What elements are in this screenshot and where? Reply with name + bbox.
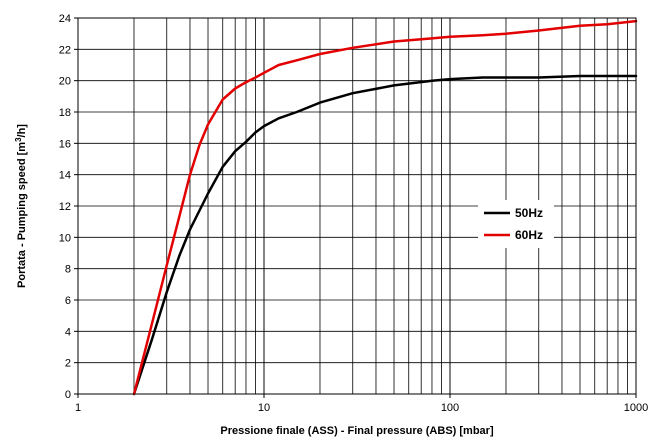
y-tick-label: 4	[65, 326, 71, 338]
y-tick-label: 22	[59, 44, 71, 56]
legend-label-50hz: 50Hz	[515, 206, 543, 220]
series-lines	[132, 19, 638, 396]
x-tick-label: 10	[258, 402, 270, 414]
y-tick-label: 10	[59, 232, 71, 244]
legend: 50Hz 60Hz	[478, 200, 554, 248]
y-tick-label: 2	[65, 358, 71, 370]
x-tick-label: 100	[441, 402, 459, 414]
x-tick-label: 1	[75, 402, 81, 414]
x-tick-label: 1000	[624, 402, 648, 414]
series-line-60hz	[132, 19, 638, 396]
y-tick-label: 20	[59, 76, 71, 88]
y-tick-label: 8	[65, 264, 71, 276]
series-line-50hz	[132, 74, 638, 396]
legend-box	[478, 200, 554, 248]
y-tick-label: 0	[65, 389, 71, 401]
y-tick-label: 24	[59, 13, 71, 25]
y-tick-label: 12	[59, 201, 71, 213]
y-axis-title-superscript: 3	[14, 137, 23, 142]
y-tick-label: 16	[59, 138, 71, 150]
y-tick-label: 6	[65, 295, 71, 307]
y-tick-label: 18	[59, 107, 71, 119]
plot-frame	[77, 17, 637, 395]
legend-label-60hz: 60Hz	[515, 228, 543, 242]
x-axis-title: Pressione finale (ASS) - Final pressure …	[220, 425, 494, 437]
y-tick-label: 14	[59, 170, 71, 182]
y-axis-title-unit: /h]	[16, 124, 28, 138]
y-axis-title: Portata - Pumping speed [m3/h]	[14, 124, 28, 288]
y-axis-title-main: Portata - Pumping speed [m	[16, 142, 28, 288]
